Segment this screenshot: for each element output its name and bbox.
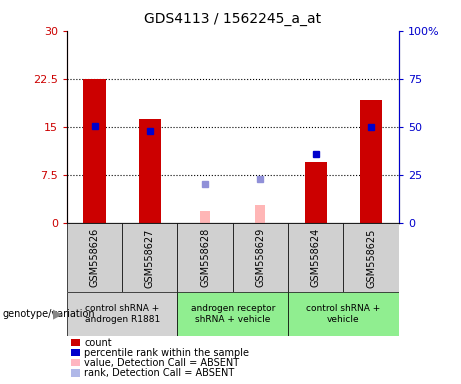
Bar: [177, 292, 288, 336]
Text: count: count: [84, 338, 112, 348]
Bar: [200, 211, 210, 223]
Text: rank, Detection Call = ABSENT: rank, Detection Call = ABSENT: [84, 368, 235, 378]
Bar: [255, 205, 266, 223]
Bar: [288, 292, 399, 336]
Text: ▶: ▶: [53, 308, 62, 320]
Text: androgen receptor
shRNA + vehicle: androgen receptor shRNA + vehicle: [190, 304, 275, 324]
Text: GSM558626: GSM558626: [89, 228, 100, 288]
Text: percentile rank within the sample: percentile rank within the sample: [84, 348, 249, 358]
Bar: [360, 100, 382, 223]
Bar: [67, 223, 122, 292]
Text: GSM558629: GSM558629: [255, 228, 266, 288]
Text: control shRNA +
androgen R1881: control shRNA + androgen R1881: [84, 304, 160, 324]
Bar: [71, 369, 80, 377]
Bar: [83, 79, 106, 223]
Bar: [67, 292, 177, 336]
Bar: [343, 223, 399, 292]
Bar: [288, 223, 343, 292]
Bar: [71, 349, 80, 356]
Title: GDS4113 / 1562245_a_at: GDS4113 / 1562245_a_at: [144, 12, 321, 25]
Text: GSM558624: GSM558624: [311, 228, 321, 288]
Bar: [233, 223, 288, 292]
Text: GSM558627: GSM558627: [145, 228, 155, 288]
Text: control shRNA +
vehicle: control shRNA + vehicle: [306, 304, 381, 324]
Text: GSM558625: GSM558625: [366, 228, 376, 288]
Bar: [71, 359, 80, 366]
Bar: [139, 119, 161, 223]
Text: genotype/variation: genotype/variation: [2, 309, 95, 319]
Bar: [71, 339, 80, 346]
Text: GSM558628: GSM558628: [200, 228, 210, 288]
Text: value, Detection Call = ABSENT: value, Detection Call = ABSENT: [84, 358, 239, 368]
Bar: [122, 223, 177, 292]
Bar: [305, 162, 327, 223]
Bar: [177, 223, 233, 292]
